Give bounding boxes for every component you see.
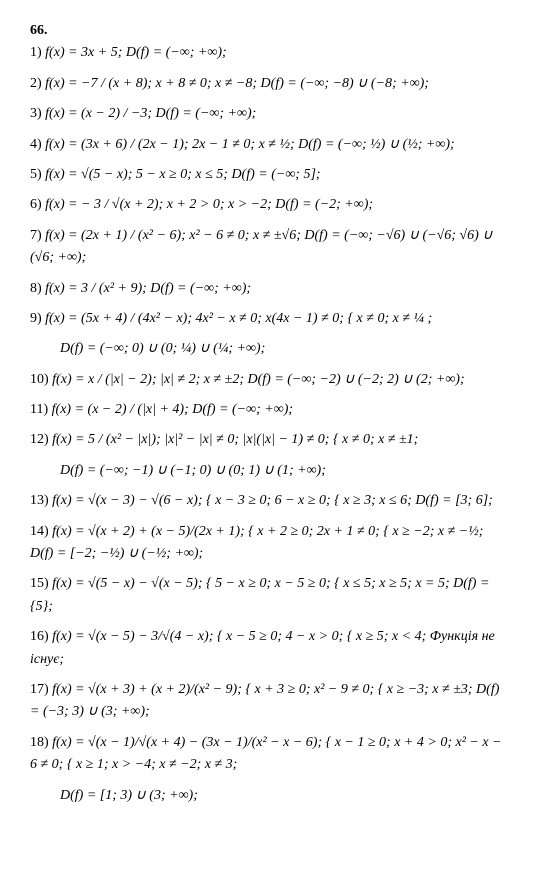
item-num: 1) [30,45,45,60]
item-text: f(x) = (5x + 4) / (4x² − x); 4x² − x ≠ 0… [45,311,432,326]
item-text: f(x) = (x − 2) / (|x| + 4); D(f) = (−∞; … [52,402,293,417]
item-text: f(x) = 5 / (x² − |x|); |x|² − |x| ≠ 0; |… [52,432,418,447]
item-num: 9) [30,311,45,326]
item-text: f(x) = (x − 2) / −3; D(f) = (−∞; +∞); [45,106,256,121]
item-1: 1) f(x) = 3x + 5; D(f) = (−∞; +∞); [30,42,510,64]
item-num: 4) [30,137,45,152]
item-text: f(x) = √(x + 2) + (x − 5)/(2x + 1); { x … [30,524,483,561]
item-5: 5) f(x) = √(5 − x); 5 − x ≥ 0; x ≤ 5; D(… [30,164,510,186]
item-13: 13) f(x) = √(x − 3) − √(6 − x); { x − 3 … [30,490,510,512]
item-17: 17) f(x) = √(x + 3) + (x + 2)/(x² − 9); … [30,679,510,724]
item-18: 18) f(x) = √(x − 1)/√(x + 4) − (3x − 1)/… [30,732,510,777]
item-text: f(x) = x / (|x| − 2); |x| ≠ 2; x ≠ ±2; D… [52,372,464,387]
item-num: 7) [30,228,45,243]
item-text: f(x) = √(5 − x); 5 − x ≥ 0; x ≤ 5; D(f) … [45,167,320,182]
item-text: f(x) = √(x − 5) − 3/√(4 − x); { x − 5 ≥ … [30,629,495,666]
item-text: f(x) = −7 / (x + 8); x + 8 ≠ 0; x ≠ −8; … [45,76,429,91]
item-num: 17) [30,682,52,697]
item-15: 15) f(x) = √(5 − x) − √(x − 5); { 5 − x … [30,573,510,618]
item-11: 11) f(x) = (x − 2) / (|x| + 4); D(f) = (… [30,399,510,421]
item-extra: D(f) = [1; 3) ∪ (3; +∞); [60,785,510,807]
item-text: f(x) = 3 / (x² + 9); D(f) = (−∞; +∞); [45,281,251,296]
item-text: f(x) = (3x + 6) / (2x − 1); 2x − 1 ≠ 0; … [45,137,454,152]
item-num: 8) [30,281,45,296]
item-num: 5) [30,167,45,182]
item-text: f(x) = √(5 − x) − √(x − 5); { 5 − x ≥ 0;… [30,576,489,613]
item-8: 8) f(x) = 3 / (x² + 9); D(f) = (−∞; +∞); [30,278,510,300]
item-num: 3) [30,106,45,121]
item-num: 13) [30,493,52,508]
item-text: f(x) = √(x + 3) + (x + 2)/(x² − 9); { x … [30,682,499,719]
item-text: f(x) = √(x − 1)/√(x + 4) − (3x − 1)/(x² … [30,735,502,772]
item-4: 4) f(x) = (3x + 6) / (2x − 1); 2x − 1 ≠ … [30,134,510,156]
item-num: 12) [30,432,52,447]
item-6: 6) f(x) = − 3 / √(x + 2); x + 2 > 0; x >… [30,194,510,216]
item-3: 3) f(x) = (x − 2) / −3; D(f) = (−∞; +∞); [30,103,510,125]
item-10: 10) f(x) = x / (|x| − 2); |x| ≠ 2; x ≠ ±… [30,369,510,391]
item-extra: D(f) = (−∞; 0) ∪ (0; ¼) ∪ (¼; +∞); [60,338,510,360]
item-text: f(x) = √(x − 3) − √(6 − x); { x − 3 ≥ 0;… [52,493,493,508]
item-num: 10) [30,372,52,387]
item-num: 11) [30,402,52,417]
item-2: 2) f(x) = −7 / (x + 8); x + 8 ≠ 0; x ≠ −… [30,73,510,95]
items-container: 1) f(x) = 3x + 5; D(f) = (−∞; +∞); 2) f(x… [30,42,510,815]
item-9: 9) f(x) = (5x + 4) / (4x² − x); 4x² − x … [30,308,510,330]
problem-number: 66. [30,20,60,42]
item-num: 15) [30,576,52,591]
item-14: 14) f(x) = √(x + 2) + (x − 5)/(2x + 1); … [30,521,510,566]
item-text: f(x) = (2x + 1) / (x² − 6); x² − 6 ≠ 0; … [30,228,493,265]
item-text: f(x) = − 3 / √(x + 2); x + 2 > 0; x > −2… [45,197,373,212]
item-extra: D(f) = (−∞; −1) ∪ (−1; 0) ∪ (0; 1) ∪ (1;… [60,460,510,482]
item-num: 14) [30,524,52,539]
item-num: 16) [30,629,52,644]
item-7: 7) f(x) = (2x + 1) / (x² − 6); x² − 6 ≠ … [30,225,510,270]
item-num: 6) [30,197,45,212]
item-num: 2) [30,76,45,91]
item-text: f(x) = 3x + 5; D(f) = (−∞; +∞); [45,45,226,60]
item-num: 18) [30,735,52,750]
item-12: 12) f(x) = 5 / (x² − |x|); |x|² − |x| ≠ … [30,429,510,451]
item-16: 16) f(x) = √(x − 5) − 3/√(4 − x); { x − … [30,626,510,671]
